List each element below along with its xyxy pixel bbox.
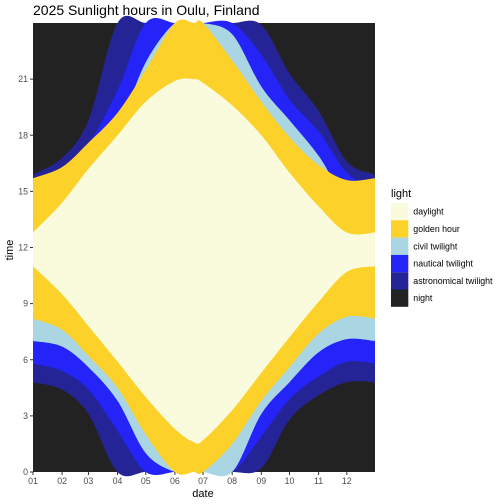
legend-key-astronomical-twilight [391, 272, 409, 290]
x-tick-label: 09 [256, 476, 266, 486]
y-tick-label: 0 [23, 467, 28, 477]
plot-panel [33, 15, 375, 477]
legend-key-nautical-twilight [391, 254, 409, 273]
legend: light daylight golden hour civil twilight n… [391, 188, 493, 307]
legend-label: daylight [413, 207, 444, 217]
x-tick-label: 05 [141, 476, 151, 486]
y-tick-label: 15 [18, 186, 28, 196]
y-tick-label: 6 [23, 355, 28, 365]
y-axis-title: time [4, 240, 16, 261]
legend-label: nautical twilight [413, 259, 473, 269]
legend-label: astronomical twilight [413, 276, 493, 286]
x-tick-label: 08 [227, 476, 237, 486]
y-tick-label: 18 [18, 130, 28, 140]
x-tick-label: 10 [285, 476, 295, 486]
x-tick-label: 04 [113, 476, 123, 486]
x-tick-label: 12 [342, 476, 352, 486]
legend-key-civil-twilight [391, 237, 409, 255]
x-tick-label: 02 [57, 476, 67, 486]
legend-items: daylight golden hour civil twilight nautica… [391, 203, 493, 307]
x-tick-label: 01 [28, 476, 38, 486]
light-bands [33, 15, 375, 477]
x-axis-title: date [192, 488, 213, 500]
legend-label: civil twilight [413, 241, 458, 251]
legend-title: light [391, 188, 411, 200]
legend-key-night [391, 289, 409, 307]
x-tick-label: 11 [314, 476, 323, 486]
x-axis: 01 02 03 04 05 06 07 08 09 10 11 12 [28, 472, 352, 486]
x-tick-label: 06 [170, 476, 180, 486]
legend-key-golden-hour [391, 220, 409, 238]
y-tick-label: 21 [18, 74, 28, 84]
x-tick-label: 03 [84, 476, 94, 486]
legend-label: golden hour [413, 224, 460, 234]
y-tick-label: 3 [23, 411, 28, 421]
x-tick-label: 07 [198, 476, 208, 486]
y-tick-label: 9 [23, 299, 28, 309]
band-daylight [33, 78, 375, 444]
chart-title: 2025 Sunlight hours in Oulu, Finland [33, 2, 259, 18]
y-tick-label: 12 [18, 243, 28, 253]
y-axis: 0 3 6 9 12 15 18 21 [18, 74, 33, 477]
legend-label: night [413, 293, 433, 303]
legend-key-daylight [391, 203, 409, 221]
